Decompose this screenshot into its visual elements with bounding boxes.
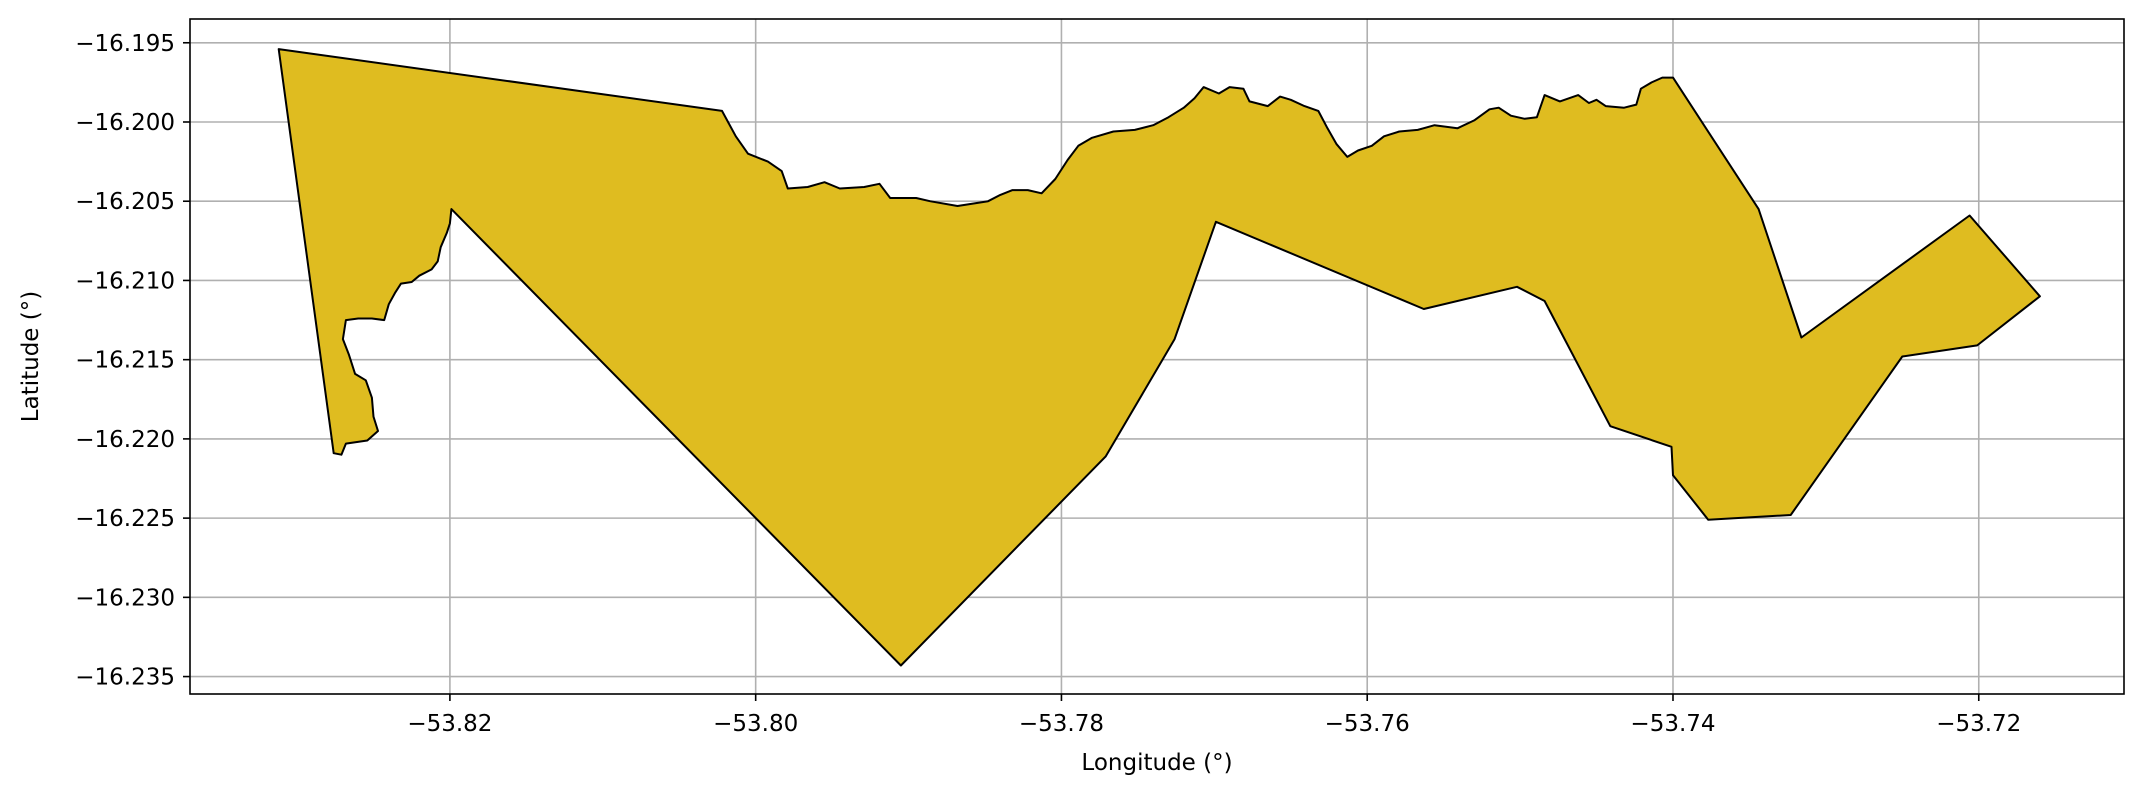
plot-frame [189,18,2125,695]
polygon-layer [277,48,2041,667]
x-tick-label: −53.72 [1936,711,2021,737]
x-tick-label: −53.80 [713,711,798,737]
x-tick-label: −53.74 [1630,711,1715,737]
y-tick-label: −16.220 [75,427,175,453]
region-polygon [277,48,2041,667]
x-axis-title: Longitude (°) [1081,750,1232,776]
y-tick-label: −16.235 [75,665,175,691]
y-tick-label: −16.195 [75,31,175,57]
x-tick-label: −53.78 [1019,711,1104,737]
x-tick-label: −53.76 [1325,711,1410,737]
y-tick-label: −16.205 [75,189,175,215]
y-tick-label: −16.225 [75,506,175,532]
y-tick-label: −16.210 [75,268,175,294]
axis-ticks: −53.82 −53.80 −53.78 −53.76 −53.74 −53.72 −16.… [75,31,2021,737]
y-tick-label: −16.230 [75,585,175,611]
y-tick-label: −16.215 [75,348,175,374]
y-tick-label: −16.200 [75,110,175,136]
x-tick-label: −53.82 [407,711,492,737]
y-axis-title: Latitude (°) [18,291,44,422]
